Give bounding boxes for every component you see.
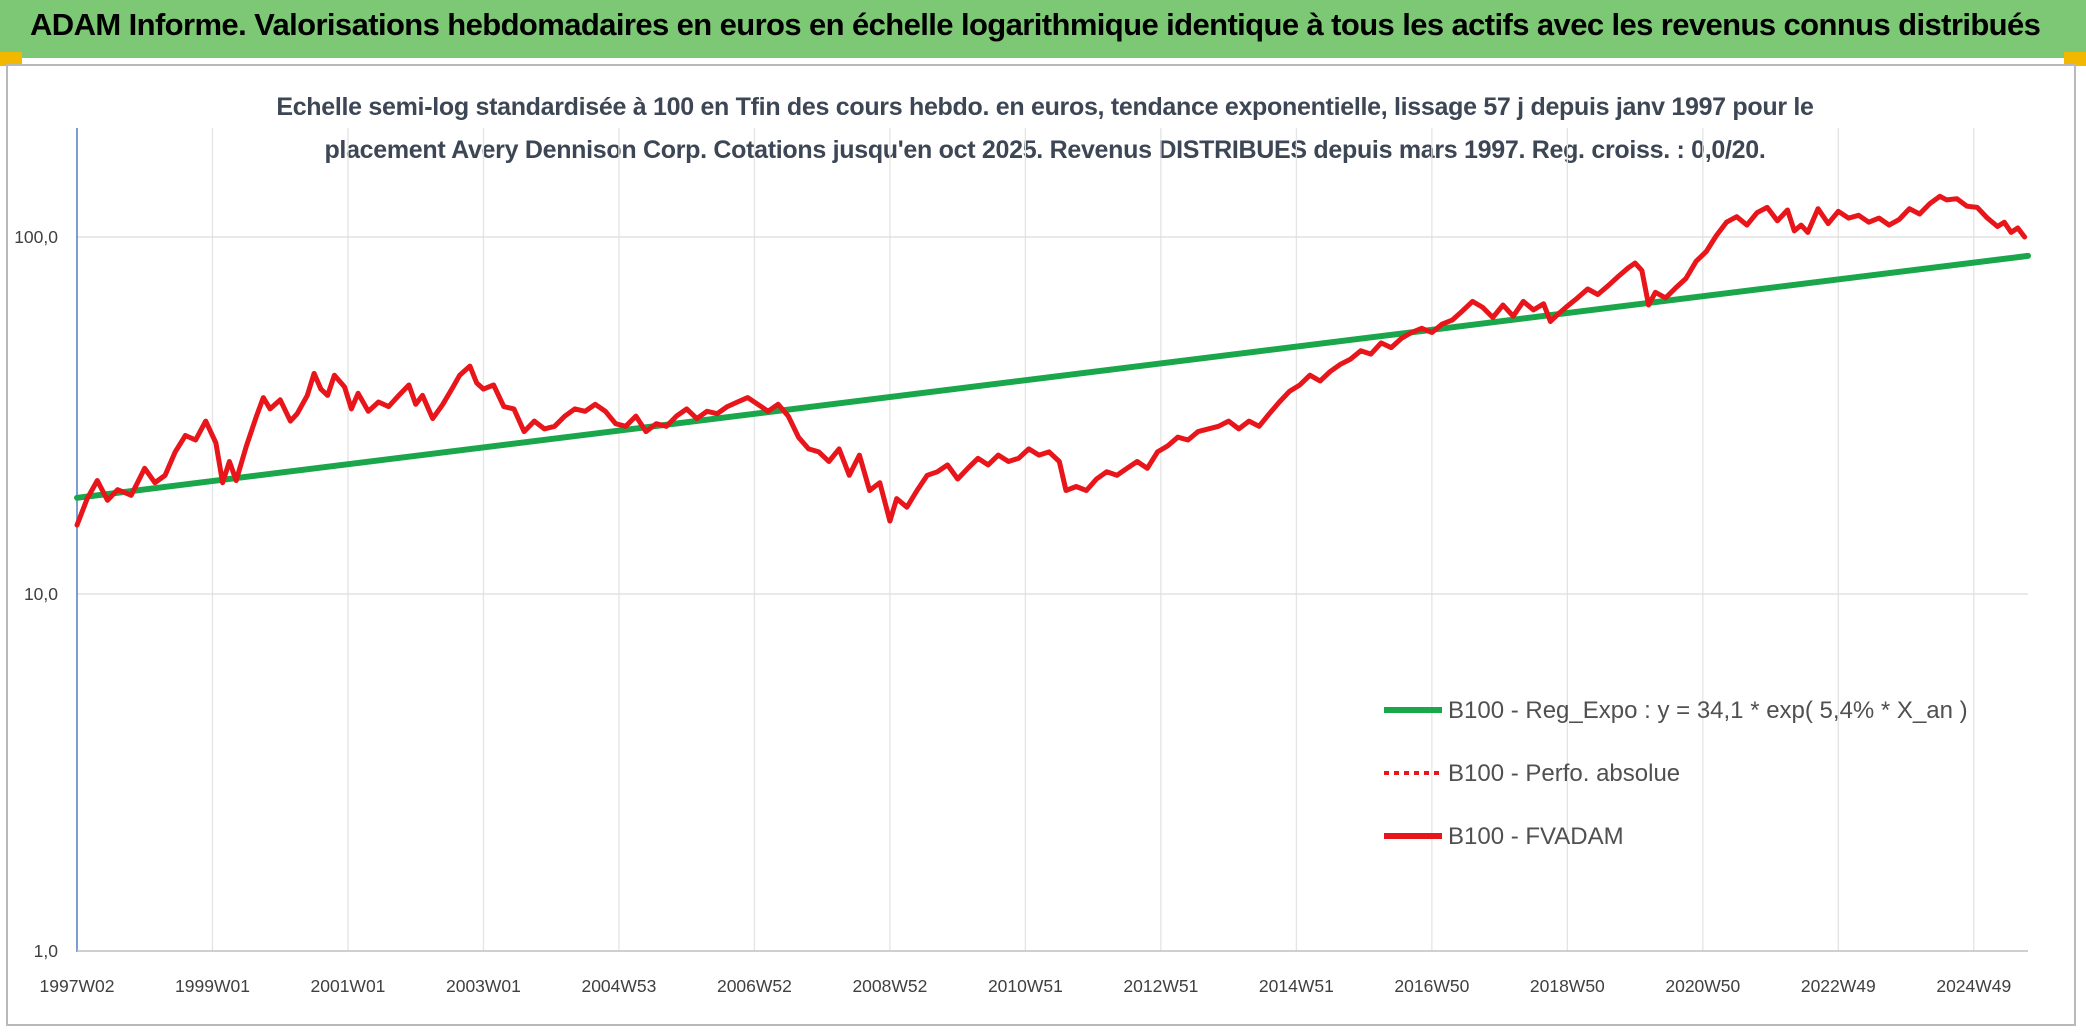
x-tick-label: 2024W49 [1936, 976, 2011, 996]
series-line-2 [74, 193, 2028, 528]
series-layer [74, 193, 2031, 528]
x-tick-label: 2001W01 [311, 976, 386, 996]
chart-title-line-2: placement Avery Dennison Corp. Cotations… [324, 136, 1766, 164]
y-axis-tick-labels: 1,0 10,0 100,0 [14, 227, 58, 961]
y-tick-label: 100,0 [14, 227, 58, 247]
y-tick-label: 1,0 [34, 941, 59, 961]
x-gridlines [211, 128, 1975, 951]
chart-title: Echelle semi-log standardisée à 100 en T… [150, 86, 1940, 172]
corner-mark-left [0, 52, 22, 66]
x-tick-label: 2020W50 [1665, 976, 1740, 996]
report-title: ADAM Informe. Valorisations hebdomadaire… [30, 7, 2041, 42]
legend-label-0: B100 - Reg_Expo : y = 34,1 * exp( 5,4% *… [1448, 697, 1968, 724]
x-tick-label: 2022W49 [1801, 976, 1876, 996]
legend-label-1: B100 - Perfo. absolue [1448, 760, 1680, 787]
x-tick-label: 2018W50 [1530, 976, 1605, 996]
x-tick-label: 2008W52 [852, 976, 927, 996]
series-line-0 [74, 252, 2031, 501]
x-tick-label: 2016W50 [1394, 976, 1469, 996]
chart-frame [6, 64, 2076, 1026]
x-tick-label: 2014W51 [1259, 976, 1334, 996]
legend-label-2: B100 - FVADAM [1448, 823, 1624, 850]
corner-mark-right [2064, 52, 2086, 66]
x-axis-tick-labels: 1997W02 1999W01 2001W01 2003W01 2004W53 2006W… [40, 976, 2012, 996]
x-tick-label: 2010W51 [988, 976, 1063, 996]
x-tick-label: 1999W01 [175, 976, 250, 996]
x-tick-label: 2004W53 [581, 976, 656, 996]
x-tick-label: 2006W52 [717, 976, 792, 996]
y-tick-label: 10,0 [24, 584, 58, 604]
x-tick-label: 2003W01 [446, 976, 521, 996]
report-banner: ADAM Informe. Valorisations hebdomadaire… [0, 0, 2086, 58]
x-tick-label: 2012W51 [1123, 976, 1198, 996]
x-tick-label: 1997W02 [40, 976, 115, 996]
legend: B100 - Reg_Expo : y = 34,1 * exp( 5,4% *… [1384, 697, 1968, 850]
chart-title-line-1: Echelle semi-log standardisée à 100 en T… [276, 93, 1814, 121]
y-gridlines [77, 236, 2028, 595]
